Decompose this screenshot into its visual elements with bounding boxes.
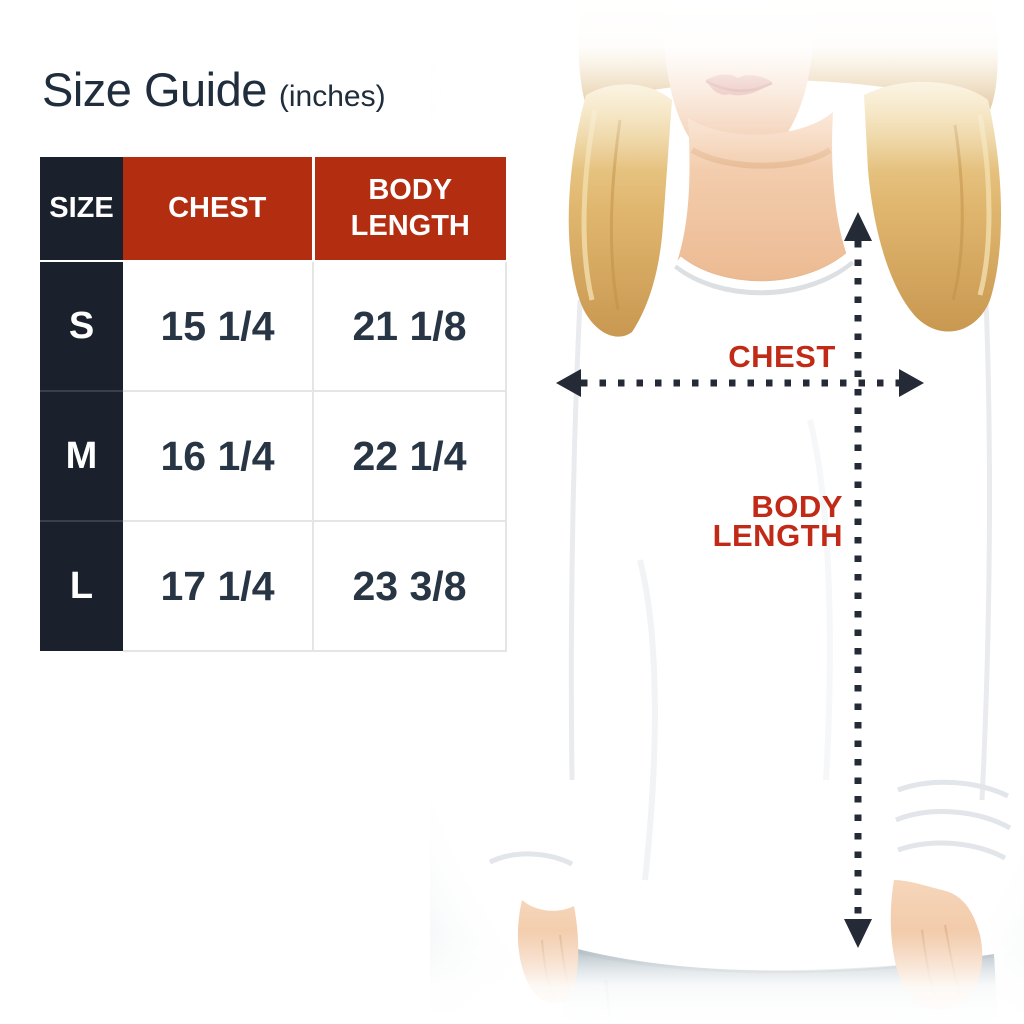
photo-bottom-fade — [430, 930, 1024, 1024]
size-table-header-row: SIZE CHEST BODY LENGTH — [40, 157, 506, 262]
chest-column-header: CHEST — [123, 157, 313, 262]
chest-value-s: 15 1/4 — [123, 260, 314, 392]
body-length-arrowhead-top — [844, 212, 872, 241]
model-photo-illustration — [430, 0, 1024, 1024]
body-length-value-l: 23 3/8 — [313, 520, 507, 652]
size-column-header: SIZE — [40, 157, 123, 262]
body-length-column-header: BODY LENGTH — [311, 157, 506, 262]
shirt-collar — [673, 252, 855, 296]
table-row-small: S 15 1/4 21 1/8 — [40, 260, 507, 392]
table-row-medium: M 16 1/4 22 1/4 — [40, 390, 507, 522]
size-label-m: M — [40, 390, 123, 521]
table-row-large: L 17 1/4 23 3/8 — [40, 520, 507, 652]
body-length-arrowhead-bottom — [844, 919, 872, 948]
page-title: Size Guide (inches) — [42, 62, 386, 117]
body-length-column-header-text: BODY LENGTH — [350, 174, 470, 242]
body-length-value-m: 22 1/4 — [313, 390, 507, 522]
chest-value-l: 17 1/4 — [123, 520, 314, 652]
chest-value-m: 16 1/4 — [123, 390, 314, 522]
chest-measure-label: CHEST — [728, 339, 836, 374]
chest-arrowhead-right — [899, 369, 924, 397]
size-table: SIZE CHEST BODY LENGTH S 15 1/4 21 1/8 M… — [40, 157, 507, 652]
shirt-left-sleeve — [481, 272, 585, 915]
page-title-unit: (inches) — [278, 80, 386, 113]
measurement-arrows — [556, 212, 924, 948]
size-label-l: L — [40, 520, 123, 651]
body-length-measure-label: BODY LENGTH — [712, 489, 843, 553]
chest-arrowhead-left — [556, 369, 581, 397]
shirt-torso — [568, 257, 994, 974]
photo-top-fade — [430, 0, 1024, 170]
size-label-s: S — [40, 261, 123, 391]
page-title-text: Size Guide — [42, 63, 267, 116]
body-length-value-s: 21 1/8 — [313, 260, 507, 392]
shirt — [481, 257, 1021, 974]
